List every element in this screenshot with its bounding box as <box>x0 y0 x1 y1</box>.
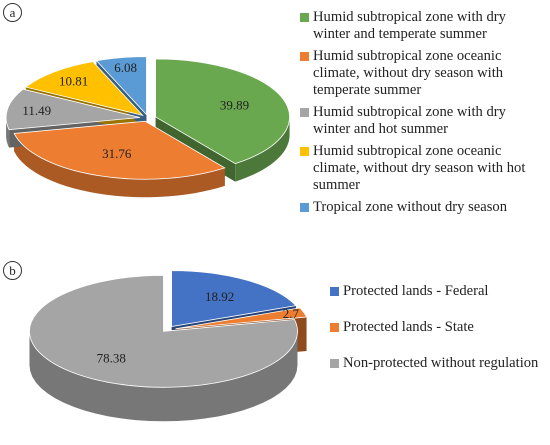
legend-label: Non-protected without regulation <box>343 355 539 371</box>
pie-0-slice-3 <box>24 61 144 117</box>
legend-swatch <box>300 52 309 61</box>
pie-0-group: 39.89 31.76 11.49 10.81 6.08 <box>5 56 290 198</box>
pie-0-label-1: 31.76 <box>102 146 132 161</box>
legend-label: Humid subtropical zone with dry winter a… <box>313 9 506 42</box>
legend-0-item-1: Humid subtropical zone oceanic climate, … <box>300 48 545 99</box>
legend-0-item-4: Tropical zone without dry season <box>300 199 545 216</box>
pie-0-slice-0 <box>155 58 290 165</box>
legend-label: Protected lands - Federal <box>343 283 489 299</box>
pie-0-label-0: 39.89 <box>220 98 249 113</box>
legend-1-item-1: Protected lands - State <box>330 319 545 336</box>
panel-a-badge: a <box>3 3 22 22</box>
legend-swatch <box>300 203 309 212</box>
legend-label: Protected lands - State <box>343 319 474 335</box>
pie-1-slice-0 <box>171 270 297 328</box>
pie-1-label-1: 2.7 <box>283 306 300 321</box>
legend-swatch <box>330 287 339 296</box>
legend-label: Humid subtropical zone oceanic climate, … <box>313 48 504 98</box>
pie-1-slice-2 <box>29 274 298 388</box>
panel-b-badge: b <box>3 261 22 280</box>
legend-label: Tropical zone without dry season <box>313 199 508 215</box>
pie-0-slice-1-side <box>14 133 225 198</box>
pie-0-slice-4 <box>95 56 147 116</box>
legend-b: Protected lands - Federal Protected lands… <box>330 283 545 391</box>
legend-label: Humid subtropical zone with dry winter a… <box>313 104 506 137</box>
legend-1-item-2: Non-protected without regulation <box>330 355 545 372</box>
pie-1-label-2: 78.38 <box>97 350 126 365</box>
pie-0-label-2: 11.49 <box>22 103 51 118</box>
legend-swatch <box>300 108 309 117</box>
legend-swatch <box>300 13 309 22</box>
pie-1-group: 18.92 2.7 78.38 <box>29 270 308 422</box>
legend-a: Humid subtropical zone with dry winter a… <box>300 9 545 221</box>
pie-0-label-4: 6.08 <box>114 60 137 75</box>
pie-1-label-0: 18.92 <box>205 289 234 304</box>
pie-0-slice-2 <box>5 88 141 131</box>
legend-1-item-0: Protected lands - Federal <box>330 283 545 300</box>
legend-0-item-3: Humid subtropical zone oceanic climate, … <box>300 143 545 194</box>
legend-swatch <box>330 359 339 368</box>
pie-0-slice-1 <box>13 120 226 180</box>
pie-1-slice-2-side <box>29 331 298 422</box>
legend-swatch <box>330 323 339 332</box>
legend-0-item-0: Humid subtropical zone with dry winter a… <box>300 9 545 43</box>
pie-0-slice-0-side <box>235 116 290 182</box>
pie-0-label-3: 10.81 <box>59 73 88 88</box>
legend-swatch <box>300 147 309 156</box>
legend-0-item-2: Humid subtropical zone with dry winter a… <box>300 104 545 138</box>
legend-label: Humid subtropical zone oceanic climate, … <box>313 143 526 193</box>
pie-1-slice-1 <box>175 307 308 330</box>
